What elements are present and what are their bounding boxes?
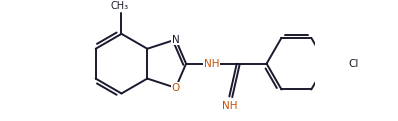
Text: NH: NH (204, 59, 219, 69)
Text: CH₃: CH₃ (111, 1, 129, 11)
Text: NH: NH (222, 101, 237, 111)
Text: O: O (172, 83, 180, 93)
Text: Cl: Cl (349, 59, 359, 69)
Text: N: N (172, 34, 179, 45)
